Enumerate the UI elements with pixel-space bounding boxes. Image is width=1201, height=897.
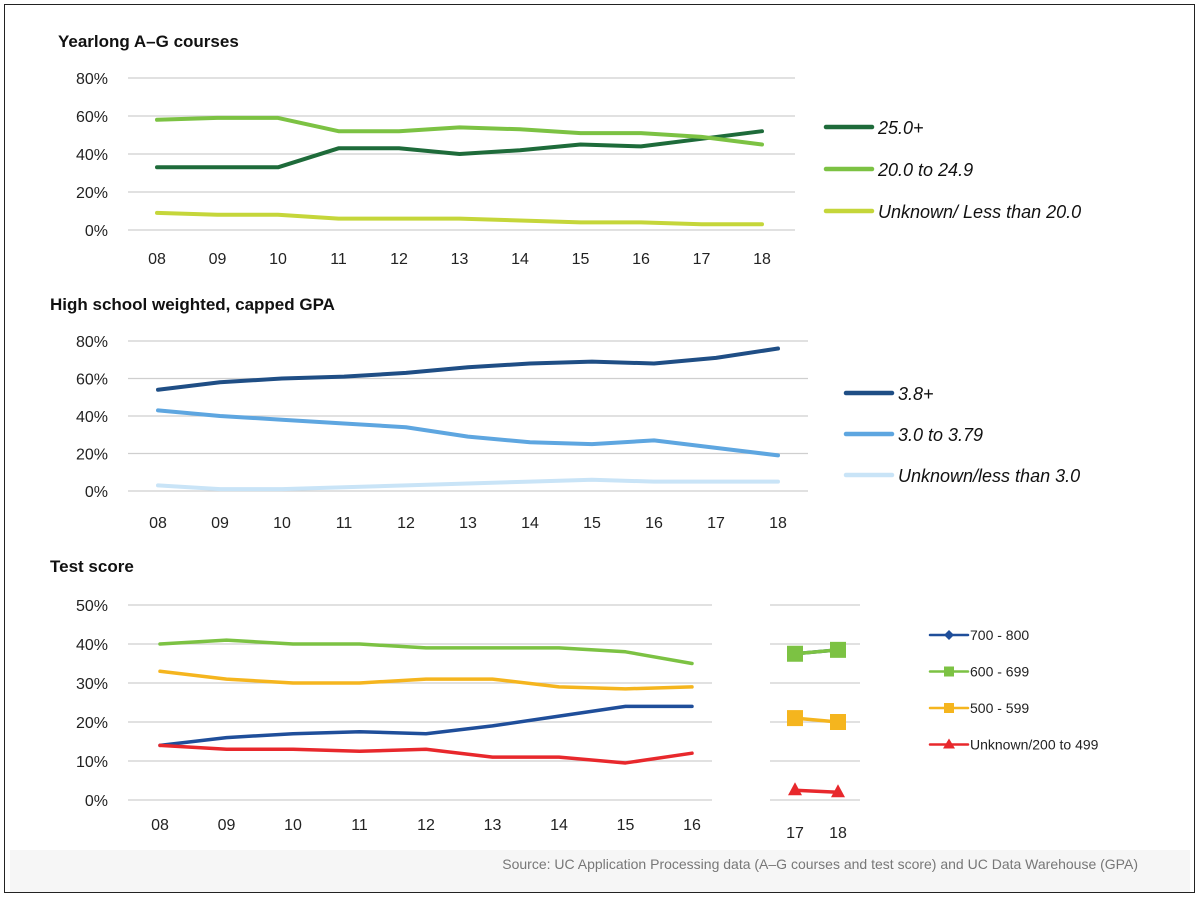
- y-tick-label: 0%: [85, 793, 108, 810]
- series-line: [158, 704, 694, 748]
- data-marker: [787, 645, 803, 662]
- x-tick-label: 10: [273, 515, 291, 532]
- x-tick-label: 08: [148, 251, 166, 268]
- data-marker: [830, 714, 846, 730]
- chart-3-test-score: 50% 40% 30% 20% 10% 0% 08 09 10 11 12 13 14 15 16 17 18 7…: [76, 598, 1099, 842]
- x-tick-label: 13: [451, 251, 469, 268]
- data-marker: [787, 710, 803, 727]
- x-tick-label: 16: [632, 251, 650, 268]
- x-tick-label: 10: [269, 251, 287, 268]
- series-line: [156, 477, 780, 492]
- x-tick-label: 09: [209, 251, 227, 268]
- y-tick-label: 40%: [76, 409, 108, 426]
- x-tick-label: 15: [583, 515, 601, 532]
- legend-label: 25.0+: [877, 118, 924, 138]
- x-tick-label: 08: [149, 515, 167, 532]
- chart-2-title: High school weighted, capped GPA: [50, 295, 335, 314]
- y-tick-label: 60%: [76, 109, 108, 126]
- series-line-b: [794, 788, 839, 794]
- y-tick-label: 80%: [76, 71, 108, 88]
- legend-label: 600 - 699: [970, 664, 1029, 680]
- x-tick-label: 12: [397, 515, 415, 532]
- chart-1-yearlong-courses: 80% 60% 40% 20% 0% 08 09 10 11 12 13 14 15 16 17 18 25.0…: [76, 71, 1081, 268]
- legend-marker: [944, 703, 954, 713]
- series-line: [158, 638, 694, 666]
- y-tick-label: 80%: [76, 334, 108, 351]
- legend-label: 20.0 to 24.9: [877, 160, 973, 180]
- y-tick-label: 40%: [76, 637, 108, 654]
- legend-label: 700 - 800: [970, 627, 1029, 643]
- x-tick-label: 13: [459, 515, 477, 532]
- x-tick-label: 13: [484, 817, 502, 834]
- legend-label: Unknown/ Less than 20.0: [878, 202, 1081, 222]
- legend-label: 3.8+: [898, 384, 934, 404]
- y-tick-label: 20%: [76, 715, 108, 732]
- y-tick-label: 20%: [76, 447, 108, 464]
- x-tick-label: 15: [617, 817, 635, 834]
- y-tick-label: 0%: [85, 484, 108, 501]
- y-tick-label: 20%: [76, 185, 108, 202]
- series-line: [158, 669, 694, 691]
- chart-1-title: Yearlong A–G courses: [58, 32, 239, 51]
- y-tick-label: 50%: [76, 598, 108, 615]
- x-tick-label: 18: [753, 251, 771, 268]
- x-tick-label: 08: [151, 817, 169, 834]
- y-tick-label: 10%: [76, 754, 108, 771]
- x-tick-label: 10: [284, 817, 302, 834]
- x-tick-label: 09: [211, 515, 229, 532]
- x-tick-label: 16: [645, 515, 663, 532]
- x-tick-label: 12: [390, 251, 408, 268]
- chart-2-gpa: 80% 60% 40% 20% 0% 08 09 10 11 12 13 14 15 16 17 18 3.8+…: [76, 334, 1080, 532]
- x-tick-label: 11: [351, 817, 368, 834]
- y-tick-label: 30%: [76, 676, 108, 693]
- legend-label: Unknown/200 to 499: [970, 737, 1099, 753]
- series-line: [155, 115, 764, 147]
- legend-label: 3.0 to 3.79: [898, 425, 983, 445]
- legend-label: 500 - 599: [970, 700, 1029, 716]
- x-tick-label: 12: [417, 817, 435, 834]
- x-tick-label: 14: [511, 251, 529, 268]
- x-tick-label: 11: [330, 251, 347, 268]
- figure-frame: [4, 4, 1195, 893]
- series-line: [155, 210, 764, 227]
- x-tick-label: 11: [336, 515, 353, 532]
- data-marker: [830, 641, 846, 658]
- data-marker: [788, 782, 802, 796]
- x-tick-label: 15: [572, 251, 590, 268]
- x-tick-label: 09: [218, 817, 236, 834]
- y-tick-label: 40%: [76, 147, 108, 164]
- chart-3-title: Test score: [50, 557, 134, 576]
- series-line: [158, 743, 694, 765]
- x-tick-label: 16: [683, 817, 701, 834]
- x-tick-label: 17: [786, 825, 804, 842]
- y-tick-label: 0%: [85, 223, 108, 240]
- data-marker: [831, 784, 845, 798]
- legend-label: Unknown/less than 3.0: [898, 466, 1080, 486]
- x-tick-label: 14: [550, 817, 568, 834]
- x-tick-label: 18: [829, 825, 847, 842]
- series-line: [156, 346, 780, 392]
- legend-marker: [944, 630, 954, 640]
- legend-marker: [944, 666, 954, 677]
- legend-marker: [943, 738, 955, 749]
- source-note: Source: UC Application Processing data (…: [502, 856, 1138, 872]
- source-band: [10, 850, 1190, 892]
- x-tick-label: 18: [769, 515, 787, 532]
- y-tick-label: 60%: [76, 372, 108, 389]
- series-line: [156, 408, 780, 458]
- series-line: [155, 129, 764, 170]
- x-tick-label: 17: [693, 251, 711, 268]
- x-tick-label: 14: [521, 515, 539, 532]
- x-tick-label: 17: [707, 515, 725, 532]
